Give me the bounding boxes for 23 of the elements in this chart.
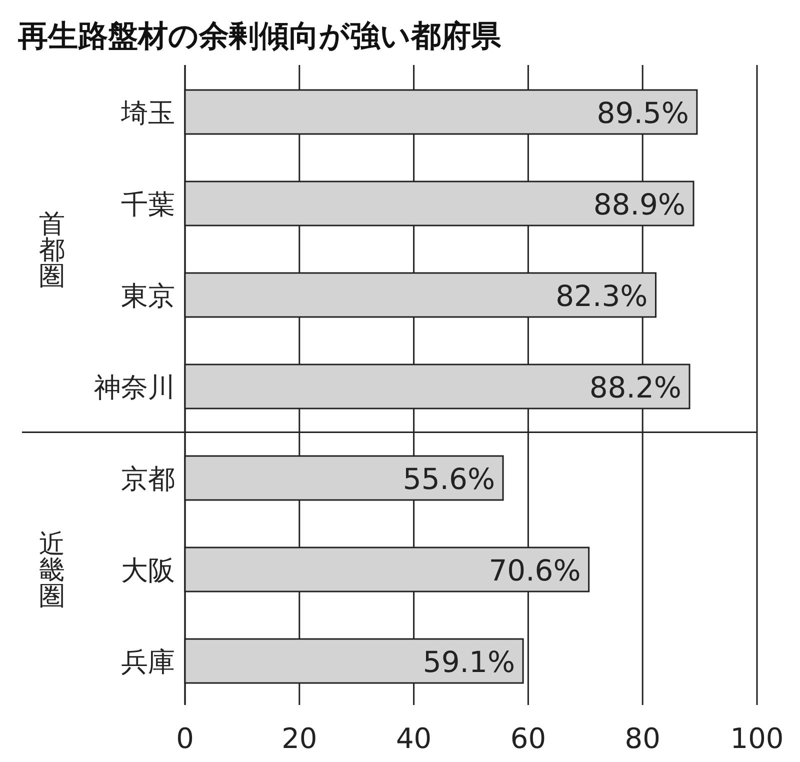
x-tick-label: 80 — [624, 722, 660, 755]
y-tick-label: 兵庫 — [121, 647, 175, 678]
data-label: 88.2% — [589, 370, 682, 404]
text: 近畿圏 — [39, 530, 65, 612]
y-tick-label: 神奈川 — [94, 372, 175, 404]
data-label: 70.6% — [488, 554, 581, 588]
data-label: 82.3% — [556, 279, 648, 313]
data-label: 55.6% — [402, 462, 496, 496]
x-tick-label: 20 — [282, 722, 318, 755]
x-tick-label: 40 — [396, 722, 432, 755]
x-tick-label: 60 — [510, 722, 546, 755]
y-tick-label: 東京 — [121, 281, 175, 312]
chart-title: 再生路盤材の余剰傾向が強い都府県 — [17, 19, 502, 54]
data-label: 88.9% — [593, 188, 686, 222]
y-tick-label: 京都 — [121, 464, 175, 495]
y-tick-label: 埼玉 — [120, 98, 175, 129]
x-tick-label: 100 — [730, 722, 784, 755]
data-label: 89.5% — [596, 96, 689, 130]
text: 首都圏 — [39, 209, 65, 292]
y-tick-label: 大阪 — [121, 556, 175, 586]
data-label: 59.1% — [422, 645, 516, 679]
y-tick-label: 千葉 — [121, 190, 175, 220]
x-tick-label: 0 — [176, 722, 194, 755]
